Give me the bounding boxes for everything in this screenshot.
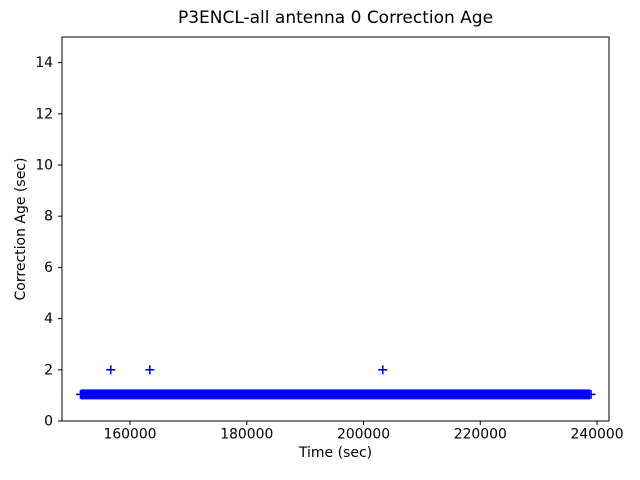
x-tick-label: 200000 (337, 427, 390, 443)
y-tick-label: 8 (44, 209, 53, 225)
y-tick-label: 14 (35, 55, 53, 71)
axes-frame (61, 36, 610, 422)
y-tick-label: 2 (44, 362, 53, 378)
y-axis-label: Correction Age (sec) (13, 157, 29, 301)
x-tick-label: 180000 (220, 427, 273, 443)
y-tick-label: 6 (44, 260, 53, 276)
x-tick-label: 160000 (103, 427, 156, 443)
y-tick-label: 0 (44, 414, 53, 430)
x-axis-label: Time (sec) (298, 445, 373, 461)
x-tick-label: 220000 (454, 427, 507, 443)
chart-title: P3ENCL-all antenna 0 Correction Age (177, 8, 494, 28)
y-tick-label: 4 (44, 311, 53, 327)
x-tick-label: 240000 (571, 427, 624, 443)
y-tick-label: 12 (35, 106, 53, 122)
data-band (80, 389, 591, 400)
y-tick-label: 10 (35, 158, 53, 174)
